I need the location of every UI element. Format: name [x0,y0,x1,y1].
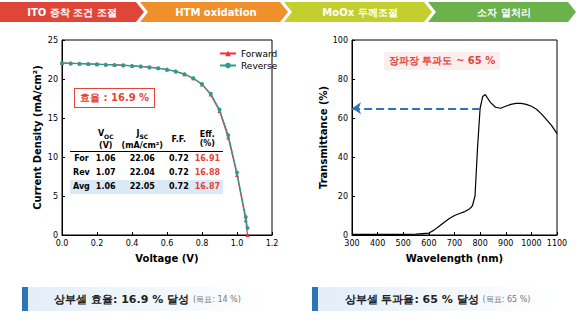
svg-text:0.0: 0.0 [56,239,69,248]
html-text:0.72: 0.72 [169,167,189,177]
html-text:22.06: 22.06 [129,153,155,163]
html-text:0.72: 0.72 [169,153,189,163]
html-text:상부셀 투과율: 65 % 달성 (목표: 65 %): 상부셀 투과율: 65 % 달성 (목표: 65 %) [344,292,531,306]
svg-text:100: 100 [333,36,348,45]
html-text:JSC: JSC [136,129,149,140]
svg-text:1.2: 1.2 [266,239,279,248]
svg-text:0.8: 0.8 [196,239,209,248]
html-text:1.06: 1.06 [95,153,116,163]
html-text:22.04: 22.04 [129,167,155,177]
svg-text:300: 300 [344,239,359,248]
html-text:VOC: VOC [97,129,114,140]
svg-text:20: 20 [338,192,348,201]
svg-text:Voltage (V): Voltage (V) [135,253,198,264]
svg-text:15: 15 [48,114,58,123]
svg-text:Reverse: Reverse [241,61,278,71]
svg-text:0.4: 0.4 [126,239,139,248]
svg-text:900: 900 [498,239,513,248]
svg-text:40: 40 [338,153,348,162]
svg-text:0: 0 [342,230,348,240]
svg-text:MoOx 두께조절: MoOx 두께조절 [322,7,397,18]
html-text:16.91: 16.91 [194,153,220,163]
html-text:For: For [74,153,89,163]
svg-text:1000: 1000 [521,239,541,248]
html-text:장파장 투과도 ~ 65 %: 장파장 투과도 ~ 65 % [389,55,496,66]
svg-text:10: 10 [48,153,58,162]
svg-text:25: 25 [48,36,58,45]
html-text:Eff.: Eff. [199,130,215,140]
html-text:상부셀 효율: 16.9 % 달성 (목표: 14 %): 상부셀 효율: 16.9 % 달성 (목표: 14 %) [54,292,241,306]
svg-text:1.0: 1.0 [231,239,244,248]
html-text:Rev: Rev [73,167,90,177]
svg-text:0.6: 0.6 [161,239,174,248]
html-text:0.72: 0.72 [169,181,189,191]
svg-text:500: 500 [396,239,411,248]
svg-text:1100: 1100 [547,239,567,248]
svg-text:0.2: 0.2 [91,239,104,248]
html-text:(V): (V) [99,140,113,150]
svg-text:HTM oxidation: HTM oxidation [175,7,256,18]
html-text:16.87: 16.87 [194,181,220,191]
html-text:1.07: 1.07 [95,167,116,177]
html-text:Avg: Avg [73,181,90,191]
svg-text:Transmittance (%): Transmittance (%) [318,86,329,189]
svg-text:ITO 증착 조건 조절: ITO 증착 조건 조절 [27,7,117,18]
html-text:효율 : 16.9 %: 효율 : 16.9 % [80,92,150,103]
html-text:16.88: 16.88 [194,167,220,177]
svg-text:80: 80 [338,75,348,84]
svg-text:Current Density (mA/cm²): Current Density (mA/cm²) [32,65,43,210]
svg-text:Wavelength (nm): Wavelength (nm) [406,253,503,264]
html-text:(mA/cm²): (mA/cm²) [121,140,163,150]
svg-text:Forward: Forward [241,49,277,59]
svg-text:5: 5 [53,192,58,201]
html-text:F.F.: F.F. [171,134,187,144]
svg-text:600: 600 [421,239,436,248]
svg-text:60: 60 [338,114,348,123]
svg-text:400: 400 [370,239,385,248]
html-text:1.06: 1.06 [95,181,116,191]
svg-text:0: 0 [52,230,58,240]
svg-text:800: 800 [472,239,487,248]
html-text:22.05: 22.05 [129,181,155,191]
svg-text:소자 열처리: 소자 열처리 [477,7,530,18]
svg-text:20: 20 [48,75,58,84]
svg-text:700: 700 [447,239,462,248]
